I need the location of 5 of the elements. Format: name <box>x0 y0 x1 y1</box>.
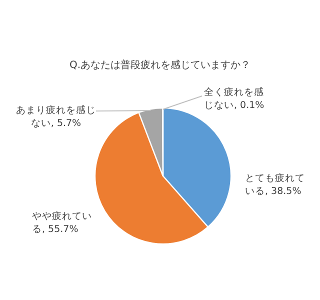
slice-label: やや疲れている, 55.7% <box>32 210 93 236</box>
slice-label: 全く疲れを感じない, 0.1% <box>204 86 266 112</box>
slice-label: あまり疲れを感じない, 5.7% <box>15 104 97 130</box>
chart-title: Q.あなたは普段疲れを感じていますか？ <box>68 58 252 72</box>
slice-label: とても疲れている, 38.5% <box>245 172 306 198</box>
